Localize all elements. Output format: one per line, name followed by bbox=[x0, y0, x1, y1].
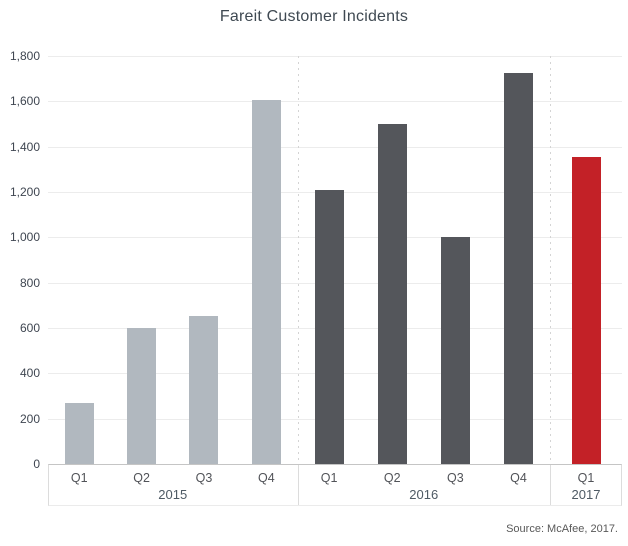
x-tick-label: Q1 bbox=[320, 471, 338, 485]
y-gridline bbox=[48, 56, 622, 57]
y-tick-label: 1,600 bbox=[9, 94, 40, 109]
x-tick-label: Q2 bbox=[133, 471, 150, 485]
bar-q4-2016 bbox=[503, 73, 533, 464]
x-axis-year-label: 2016 bbox=[409, 487, 439, 502]
x-tick-label: Q3 bbox=[446, 471, 464, 485]
source-note: Source: McAfee, 2017. bbox=[506, 523, 618, 535]
bar-q3-2015 bbox=[189, 315, 219, 464]
chart-title: Fareit Customer Incidents bbox=[219, 8, 409, 25]
x-axis-label-box bbox=[48, 464, 622, 506]
bar-q2-2016 bbox=[377, 124, 407, 464]
bar-q3-2016 bbox=[440, 237, 470, 464]
group-separator-dotted bbox=[297, 56, 299, 464]
bar-q2-2015 bbox=[127, 328, 157, 464]
x-axis-year-label: 2017 bbox=[571, 487, 601, 502]
y-tick-label: 0 bbox=[33, 457, 40, 471]
y-tick-label: 1,000 bbox=[9, 230, 40, 245]
x-axis-group-separator bbox=[550, 465, 551, 505]
x-tick-label: Q4 bbox=[510, 471, 527, 485]
bar-q1-2017 bbox=[571, 156, 601, 464]
bar-q1-2015 bbox=[64, 402, 94, 464]
group-separator-dotted bbox=[550, 56, 551, 464]
y-tick-label: 1,400 bbox=[9, 139, 40, 154]
x-axis-group-separator bbox=[297, 465, 299, 505]
x-tick-label: Q1 bbox=[577, 471, 595, 485]
x-tick-label: Q2 bbox=[383, 471, 401, 485]
x-tick-label: Q4 bbox=[257, 471, 275, 485]
y-tick-label: 1,200 bbox=[9, 185, 40, 199]
y-tick-label: 600 bbox=[19, 321, 40, 335]
y-gridline bbox=[48, 146, 622, 148]
bar-q1-2016 bbox=[314, 189, 344, 464]
y-gridline bbox=[48, 101, 622, 103]
x-axis-year-label: 2015 bbox=[158, 487, 188, 502]
y-tick-label: 800 bbox=[19, 275, 40, 290]
y-tick-label: 200 bbox=[19, 411, 40, 426]
x-tick-label: Q1 bbox=[70, 471, 88, 485]
bar-q4-2015 bbox=[251, 100, 281, 464]
y-tick-label: 400 bbox=[19, 366, 40, 381]
x-tick-label: Q3 bbox=[195, 471, 213, 485]
y-tick-label: 1,800 bbox=[9, 49, 40, 63]
